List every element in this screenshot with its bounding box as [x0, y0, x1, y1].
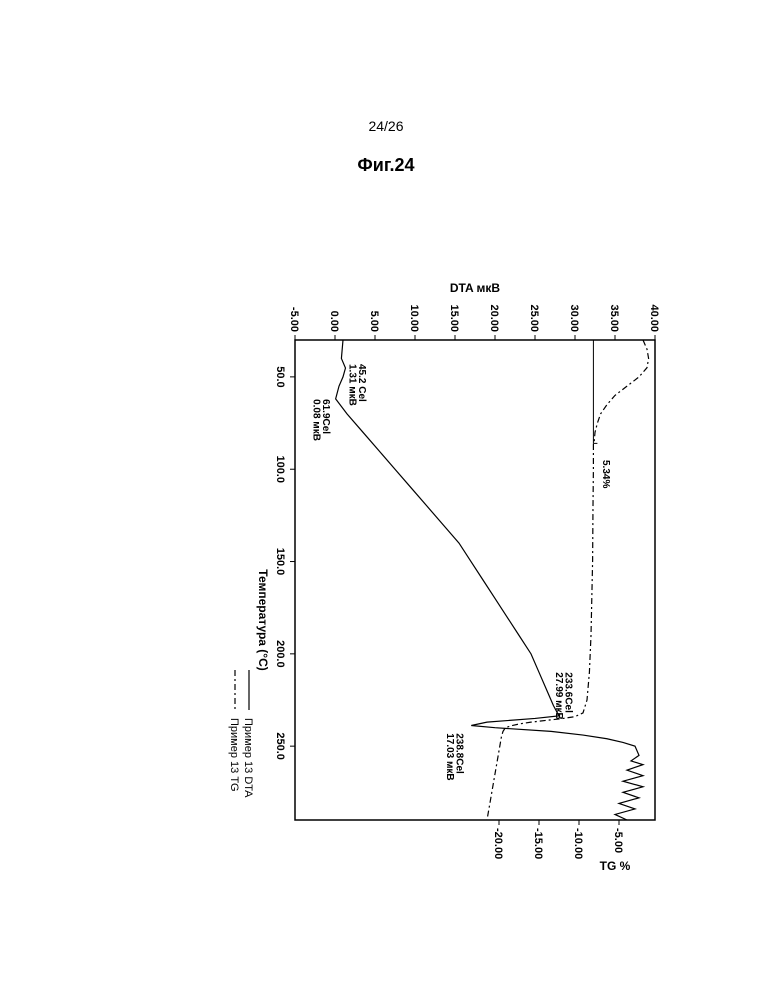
svg-text:27.99 мкВ: 27.99 мкВ — [553, 672, 564, 719]
svg-text:Температура (°C): Температура (°C) — [256, 569, 270, 671]
svg-text:0.00: 0.00 — [328, 311, 340, 332]
svg-text:233.6Cel: 233.6Cel — [562, 672, 573, 713]
page-number: 24/26 — [0, 118, 772, 134]
svg-text:-10.00: -10.00 — [572, 828, 584, 859]
svg-text:150.0: 150.0 — [274, 548, 286, 576]
svg-text:Пример 13 DTA: Пример 13 DTA — [242, 718, 254, 798]
svg-text:40.00: 40.00 — [648, 304, 660, 332]
svg-text:1.31 мкВ: 1.31 мкВ — [346, 364, 357, 406]
svg-text:30.00: 30.00 — [568, 304, 580, 332]
svg-text:15.00: 15.00 — [448, 304, 460, 332]
svg-text:45.2 Cel: 45.2 Cel — [356, 364, 367, 402]
svg-text:Пример 13 TG: Пример 13 TG — [228, 718, 240, 792]
svg-text:50.0: 50.0 — [274, 366, 286, 387]
chart-svg: 50.0 100.0 150.0 200.0 250.0 Температура (°C)… — [220, 270, 700, 890]
svg-text:20.00: 20.00 — [488, 304, 500, 332]
svg-text:17.03 мкВ: 17.03 мкВ — [444, 733, 455, 780]
figure-title: Фиг.24 — [0, 155, 772, 176]
svg-text:-15.00: -15.00 — [532, 828, 544, 859]
svg-text:100.0: 100.0 — [274, 455, 286, 483]
svg-text:-5.00: -5.00 — [612, 828, 624, 853]
svg-text:200.0: 200.0 — [274, 640, 286, 668]
svg-text:10.00: 10.00 — [408, 304, 420, 332]
svg-text:35.00: 35.00 — [608, 304, 620, 332]
svg-text:TG %: TG % — [600, 859, 631, 873]
svg-text:238.8Cel: 238.8Cel — [454, 733, 465, 774]
svg-text:-5.00: -5.00 — [288, 307, 300, 332]
svg-text:5.34%: 5.34% — [600, 460, 611, 488]
tg-dta-chart: 50.0100.0150.0200.0250.0Температура (°C)… — [80, 270, 700, 750]
svg-text:250.0: 250.0 — [274, 732, 286, 760]
svg-text:25.00: 25.00 — [528, 304, 540, 332]
svg-text:5.00: 5.00 — [368, 311, 380, 332]
svg-text:DTA мкВ: DTA мкВ — [450, 281, 501, 295]
svg-text:61.9Cel: 61.9Cel — [320, 399, 331, 434]
svg-text:-20.00: -20.00 — [492, 828, 504, 859]
svg-text:0.08 мкВ: 0.08 мкВ — [310, 399, 321, 441]
